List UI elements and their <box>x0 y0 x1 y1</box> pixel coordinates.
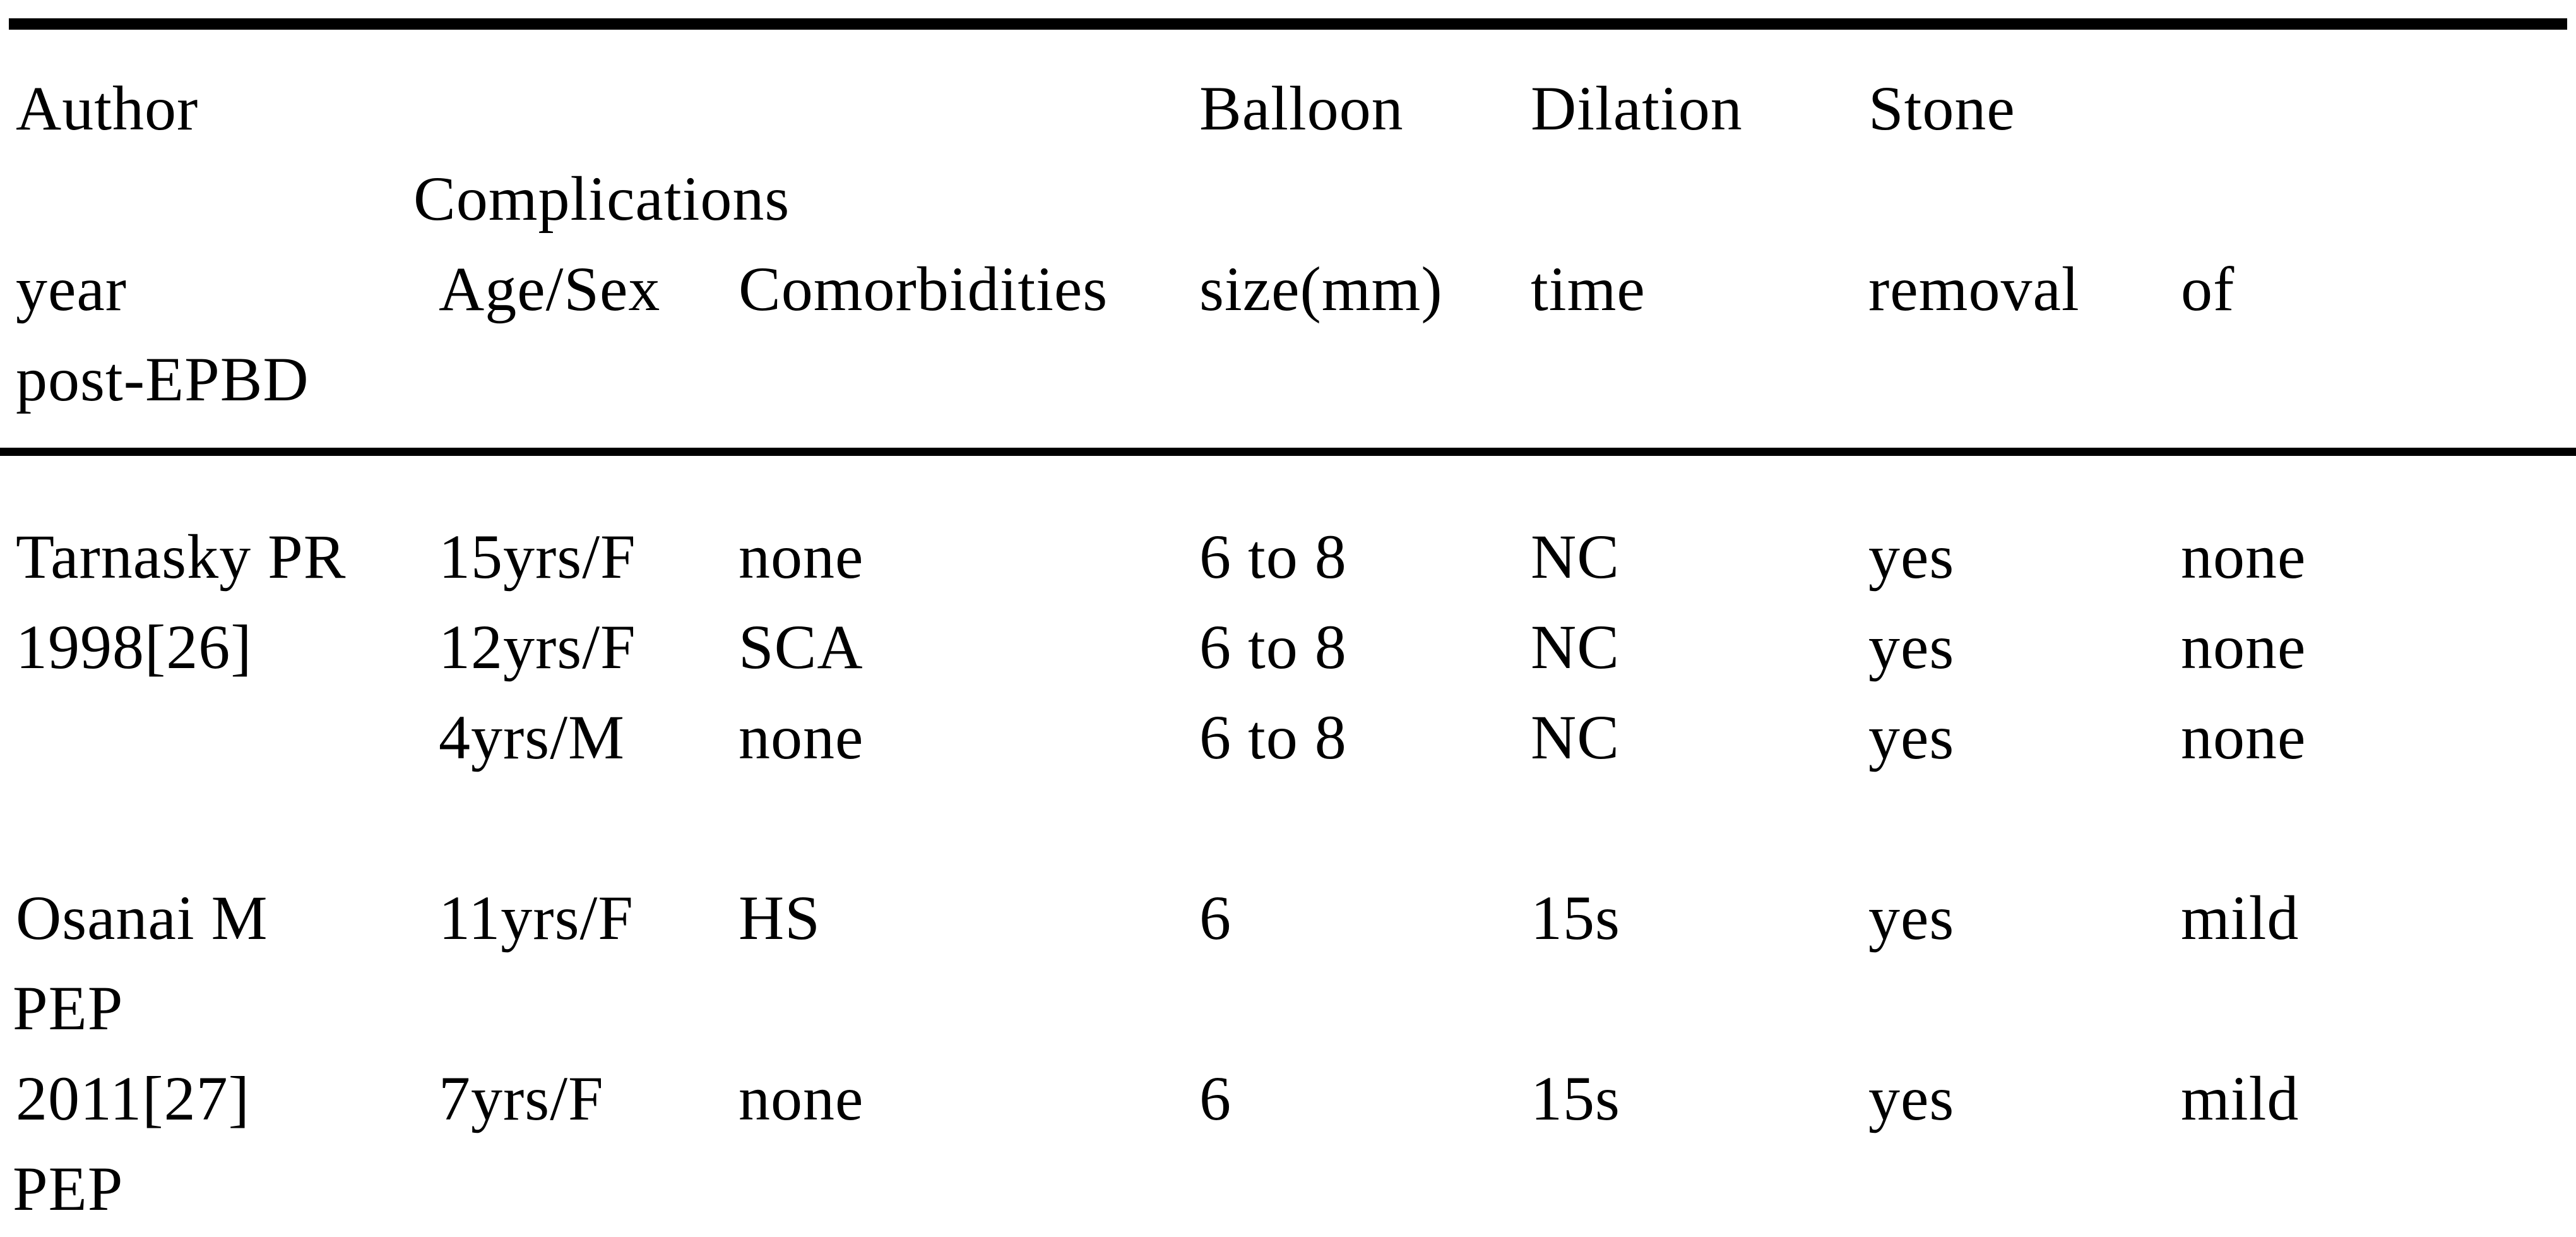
header-author: Author <box>16 73 199 143</box>
cell-balloon-size: 6 to 8 <box>1199 612 1347 682</box>
cell-stone-removal: yes <box>1868 1063 1955 1133</box>
header-year: year <box>16 254 128 324</box>
cell-dilation-time: NC <box>1531 612 1620 682</box>
cell-author-year: 1998[26] <box>16 612 252 682</box>
cell-balloon-size: 6 to 8 <box>1199 702 1347 772</box>
cell-stone-removal: yes <box>1868 883 1955 953</box>
header-line-2: Complications <box>0 153 2576 244</box>
cell-complications: none <box>2181 612 2306 682</box>
header-comorbidities: Comorbidities <box>739 254 1108 324</box>
cell-dilation-time: NC <box>1531 522 1620 592</box>
cell-complication-overflow: PEP <box>13 973 124 1043</box>
header-complications: Complications <box>413 164 790 234</box>
table-row: 1998[26] 12yrs/F SCA 6 to 8 NC yes none <box>0 602 2576 692</box>
cell-comorbidities: HS <box>739 883 821 953</box>
cell-age-sex: 12yrs/F <box>439 612 636 682</box>
cell-complication-overflow: PEP <box>13 1154 124 1224</box>
header-line-1: Author Balloon Dilation Stone <box>0 63 2576 153</box>
table-row: 2011[27] 7yrs/F none 6 15s yes mild <box>0 1053 2576 1144</box>
cell-dilation-time: NC <box>1531 702 1620 772</box>
cell-complications: mild <box>2181 1063 2300 1133</box>
header-age-sex: Age/Sex <box>439 254 661 324</box>
table-header-rule <box>0 448 2576 456</box>
header-post-epbd: post-EPBD <box>16 344 309 414</box>
cell-balloon-size: 6 to 8 <box>1199 522 1347 592</box>
cell-complications: mild <box>2181 883 2300 953</box>
header-stone: Stone <box>1868 73 2015 143</box>
header-size-mm: size(mm) <box>1199 254 1443 324</box>
cell-stone-removal: yes <box>1868 612 1955 682</box>
header-dilation: Dilation <box>1531 73 1743 143</box>
header-removal: removal <box>1868 254 2080 324</box>
table-row: Tarnasky PR 15yrs/F none 6 to 8 NC yes n… <box>0 511 2576 602</box>
table-top-rule <box>9 18 2567 30</box>
cell-dilation-time: 15s <box>1531 883 1620 953</box>
cell-age-sex: 7yrs/F <box>439 1063 604 1133</box>
header-line-4: post-EPBD <box>0 334 2576 424</box>
header-line-3: year Age/Sex Comorbidities size(mm) time… <box>0 244 2576 334</box>
cell-dilation-time: 15s <box>1531 1063 1620 1133</box>
table-row: 4yrs/M none 6 to 8 NC yes none <box>0 692 2576 782</box>
cell-comorbidities: none <box>739 1063 864 1133</box>
cell-stone-removal: yes <box>1868 702 1955 772</box>
cell-author-year: Osanai M <box>16 883 268 953</box>
cell-comorbidities: SCA <box>739 612 864 682</box>
header-time: time <box>1531 254 1646 324</box>
cell-author-year: 2011[27] <box>16 1063 250 1133</box>
cell-age-sex: 11yrs/F <box>439 883 634 953</box>
cell-balloon-size: 6 <box>1199 1063 1232 1133</box>
cell-stone-removal: yes <box>1868 522 1955 592</box>
cell-age-sex: 4yrs/M <box>439 702 625 772</box>
table-row-overflow: PEP <box>0 963 2576 1053</box>
cell-balloon-size: 6 <box>1199 883 1232 953</box>
cell-age-sex: 15yrs/F <box>439 522 636 592</box>
cell-complications: none <box>2181 522 2306 592</box>
table-row: Osanai M 11yrs/F HS 6 15s yes mild <box>0 873 2576 963</box>
header-of: of <box>2181 254 2235 324</box>
table-row-overflow: PEP <box>0 1144 2576 1234</box>
cell-complications: none <box>2181 702 2306 772</box>
cell-comorbidities: none <box>739 702 864 772</box>
cell-author-year: Tarnasky PR <box>16 522 347 592</box>
header-balloon: Balloon <box>1199 73 1404 143</box>
cell-comorbidities: none <box>739 522 864 592</box>
